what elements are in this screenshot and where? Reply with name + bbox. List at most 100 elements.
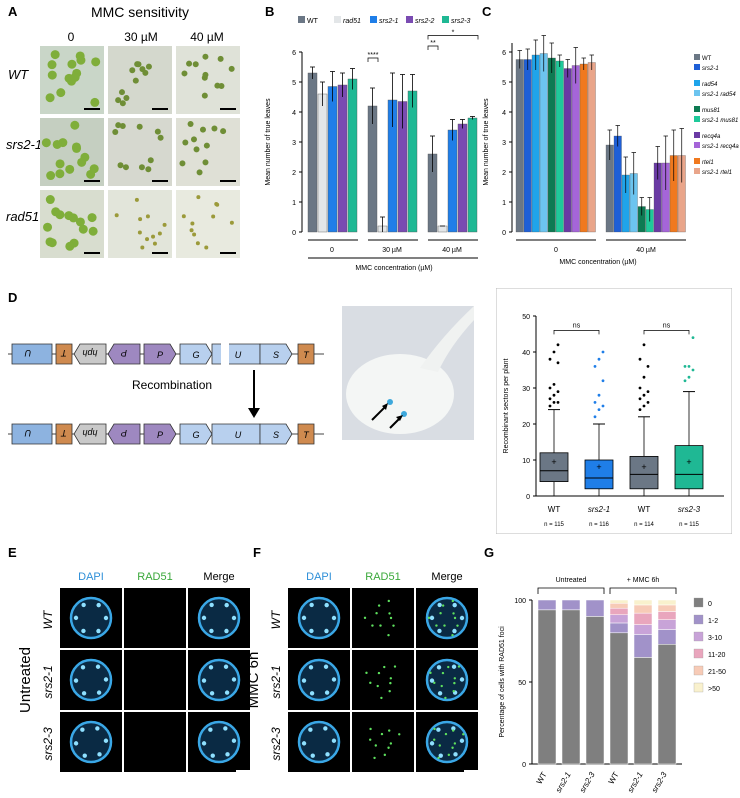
legend-swatch-rad51 — [334, 16, 341, 23]
group-label: srs2-1 — [588, 505, 610, 514]
rad51-focus — [453, 616, 457, 620]
stack-0 — [657, 644, 677, 765]
x-axis-label: MMC concentration (µM) — [559, 259, 636, 266]
rad51-focus — [383, 753, 387, 757]
chromocenter — [73, 741, 79, 746]
chromocenter — [95, 664, 101, 669]
construct-label: S — [273, 430, 279, 440]
chromocenter — [208, 665, 214, 670]
construct-element-8 — [297, 423, 315, 445]
chromocenter — [437, 602, 442, 608]
plate-1-2 — [176, 118, 240, 186]
category-label: 30 µM — [382, 247, 402, 254]
chromocenter — [451, 664, 457, 669]
mean-marker: + — [551, 457, 556, 467]
y-tick-label: 0 — [292, 230, 296, 237]
chromocenter — [331, 677, 337, 682]
panel-g-stacked-bar: 0 50 100 Percentage of cells with RAD51 foc… — [499, 577, 726, 794]
outlier-point — [552, 401, 556, 404]
seedling — [65, 241, 75, 251]
chromocenter — [437, 691, 443, 696]
nucleus — [197, 658, 241, 702]
chromocenter — [429, 741, 435, 746]
seedling — [47, 70, 57, 80]
chromocenter — [224, 602, 229, 608]
outlier-point — [642, 343, 646, 347]
construct-element-8 — [297, 343, 315, 365]
construct-element-2 — [73, 343, 107, 365]
rad51-focus — [377, 604, 381, 607]
construct-label: U — [24, 348, 31, 358]
outlier-point — [642, 393, 646, 397]
micrograph-tile — [352, 712, 414, 772]
outlier-point — [548, 404, 552, 408]
y-axis-label: Mean number of true leaves — [265, 98, 272, 186]
legend-label: srs2-1 — [702, 66, 719, 72]
bar-srs2-1-40 µM — [613, 135, 622, 233]
seedling — [115, 122, 122, 129]
rad51-focus — [369, 681, 372, 685]
treatment-label: Untreated — [17, 647, 34, 713]
chromocenter — [201, 615, 207, 621]
outlier-point — [646, 365, 650, 368]
seedling — [114, 213, 119, 218]
seedling — [179, 160, 186, 167]
y-tick-label: 10 — [522, 458, 530, 465]
col-label-40: 40 µM — [190, 30, 224, 44]
boxplot-frame — [496, 288, 732, 534]
panel-label-d: D — [8, 290, 18, 305]
y-tick-label: 20 — [522, 422, 530, 429]
seedling — [204, 245, 209, 250]
col-label-30: 30 µM — [124, 30, 158, 44]
rad51-focus — [387, 633, 390, 637]
construct-element-3 — [107, 343, 141, 365]
construct-label: T — [60, 348, 67, 358]
group-n: n = 115 — [544, 522, 564, 528]
seedling — [46, 171, 56, 181]
panel-a-plate-grid: 0 30 µM 40 µM WT srs2-1 rad51 — [0, 22, 255, 272]
chromocenter — [81, 691, 87, 696]
outlier-point — [691, 368, 695, 372]
chromocenter — [309, 628, 314, 634]
chromocenter — [210, 753, 215, 758]
chromocenter — [225, 752, 230, 757]
chromocenter — [453, 752, 458, 757]
channel-label: Merge — [203, 571, 234, 583]
construct-label: P — [121, 348, 127, 358]
construct-element-7 — [259, 423, 293, 445]
recombination-arrowhead — [248, 408, 260, 418]
legend-swatch — [694, 90, 700, 96]
plate-images — [40, 46, 240, 258]
construct-label: hph — [82, 348, 97, 358]
chromocenter — [308, 665, 314, 670]
stack-21-50 — [609, 603, 629, 609]
chromocenter — [459, 677, 465, 682]
rad51-focus — [369, 738, 372, 741]
chromocenter — [209, 628, 214, 634]
seedling — [135, 61, 142, 68]
chromocenter — [301, 678, 307, 683]
construct-element-0 — [11, 343, 53, 365]
rad51-focus — [375, 612, 378, 615]
seedling — [190, 136, 197, 143]
group-label: srs2-3 — [678, 505, 701, 514]
rad51-focus — [389, 677, 393, 680]
outlier-point — [646, 401, 650, 404]
seedling — [122, 164, 129, 171]
row-label: srs2-3 — [41, 727, 55, 761]
panel-label-f: F — [253, 545, 261, 560]
bar-srs2-2-0 — [337, 84, 348, 233]
ns-label: ns — [573, 322, 581, 329]
seedling — [137, 230, 142, 235]
stack->50 — [657, 599, 677, 606]
legend-label: srs2-1 rtel1 — [702, 170, 732, 176]
seedling — [115, 97, 122, 104]
rad51-focus — [447, 665, 450, 669]
stack-0 — [537, 609, 557, 765]
chromocenter — [451, 726, 456, 731]
channel-label: RAD51 — [365, 571, 400, 583]
seedling — [119, 122, 126, 129]
construct-element-1 — [55, 423, 73, 445]
significance-bracket — [367, 57, 379, 62]
seedling — [145, 214, 150, 219]
